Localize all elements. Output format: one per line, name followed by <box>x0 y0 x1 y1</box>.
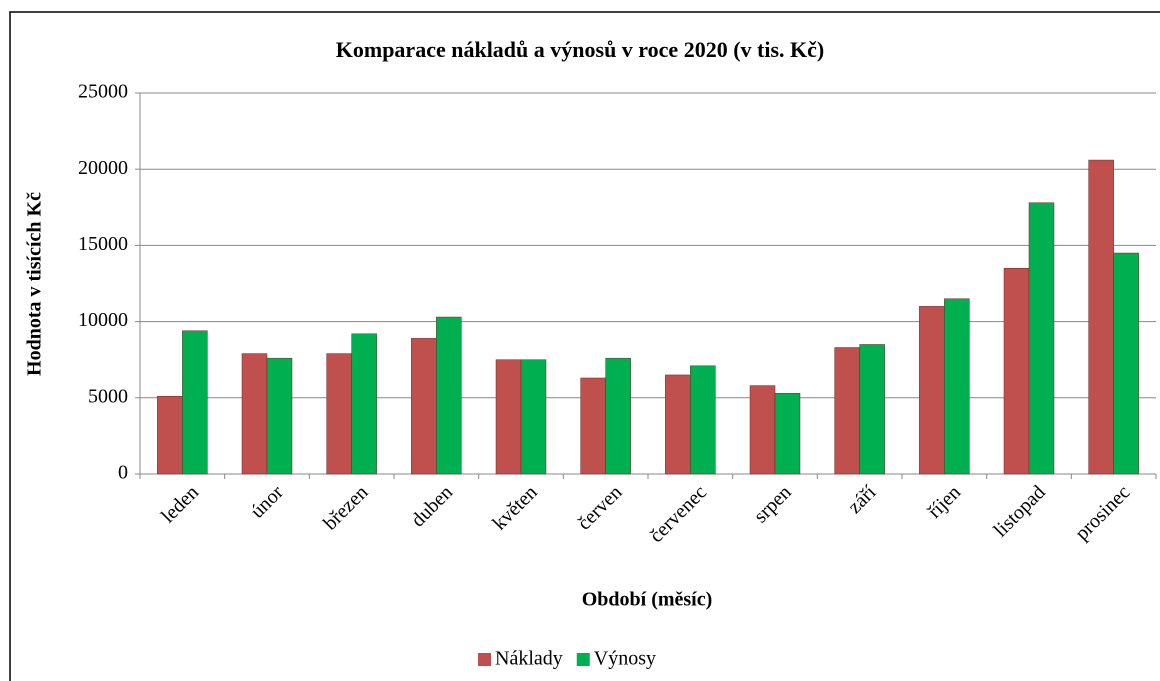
x-tick-label: duben <box>407 481 457 531</box>
chart-title: Komparace nákladů a výnosů v roce 2020 (… <box>336 37 824 62</box>
bar <box>241 353 268 475</box>
bar <box>495 359 522 475</box>
x-tick-label: říjen <box>924 481 965 522</box>
bar <box>520 359 547 475</box>
legend-label: Náklady <box>495 648 563 670</box>
y-axis-title: Hodnota v tisících Kč <box>24 192 46 376</box>
bar <box>1003 268 1030 475</box>
x-tick-label: březen <box>319 481 372 534</box>
bar <box>351 333 377 475</box>
y-tick-label: 20000 <box>78 157 128 179</box>
x-tick-label: červenec <box>645 481 711 547</box>
bar <box>326 353 352 475</box>
legend-swatch <box>576 653 590 666</box>
bar <box>411 338 437 475</box>
bar <box>690 365 716 475</box>
y-tick-label: 0 <box>118 462 128 484</box>
bar <box>436 316 462 475</box>
bar <box>859 344 885 475</box>
x-tick-label: září <box>844 481 881 518</box>
bar <box>182 330 208 475</box>
bar <box>605 357 631 475</box>
y-tick-label: 25000 <box>78 81 128 103</box>
bar <box>1113 252 1139 475</box>
y-tick-label: 5000 <box>88 385 128 407</box>
bar <box>266 357 293 475</box>
x-axis-title: Období (měsíc) <box>582 589 713 611</box>
x-tick-label: listopad <box>989 481 1049 541</box>
bar <box>157 396 183 475</box>
x-tick-label: prosinec <box>1071 481 1135 545</box>
x-tick-label: srpen <box>750 481 796 527</box>
x-tick-label: leden <box>157 481 203 527</box>
y-tick-label: 10000 <box>78 309 128 331</box>
bar <box>944 298 970 475</box>
x-tick-label: únor <box>246 481 288 523</box>
bar <box>1028 202 1055 475</box>
chart-frame <box>9 11 1160 681</box>
x-tick-label: květen <box>489 481 542 534</box>
bar <box>774 392 801 475</box>
y-tick-label: 15000 <box>78 233 128 255</box>
bar <box>665 374 691 475</box>
bar <box>580 377 606 475</box>
legend-label: Výnosy <box>594 648 656 670</box>
legend-swatch <box>478 653 491 666</box>
x-tick-label: červen <box>573 481 626 534</box>
bar <box>834 347 860 475</box>
bar <box>1088 159 1114 475</box>
bar <box>749 385 776 475</box>
bar <box>919 306 945 475</box>
